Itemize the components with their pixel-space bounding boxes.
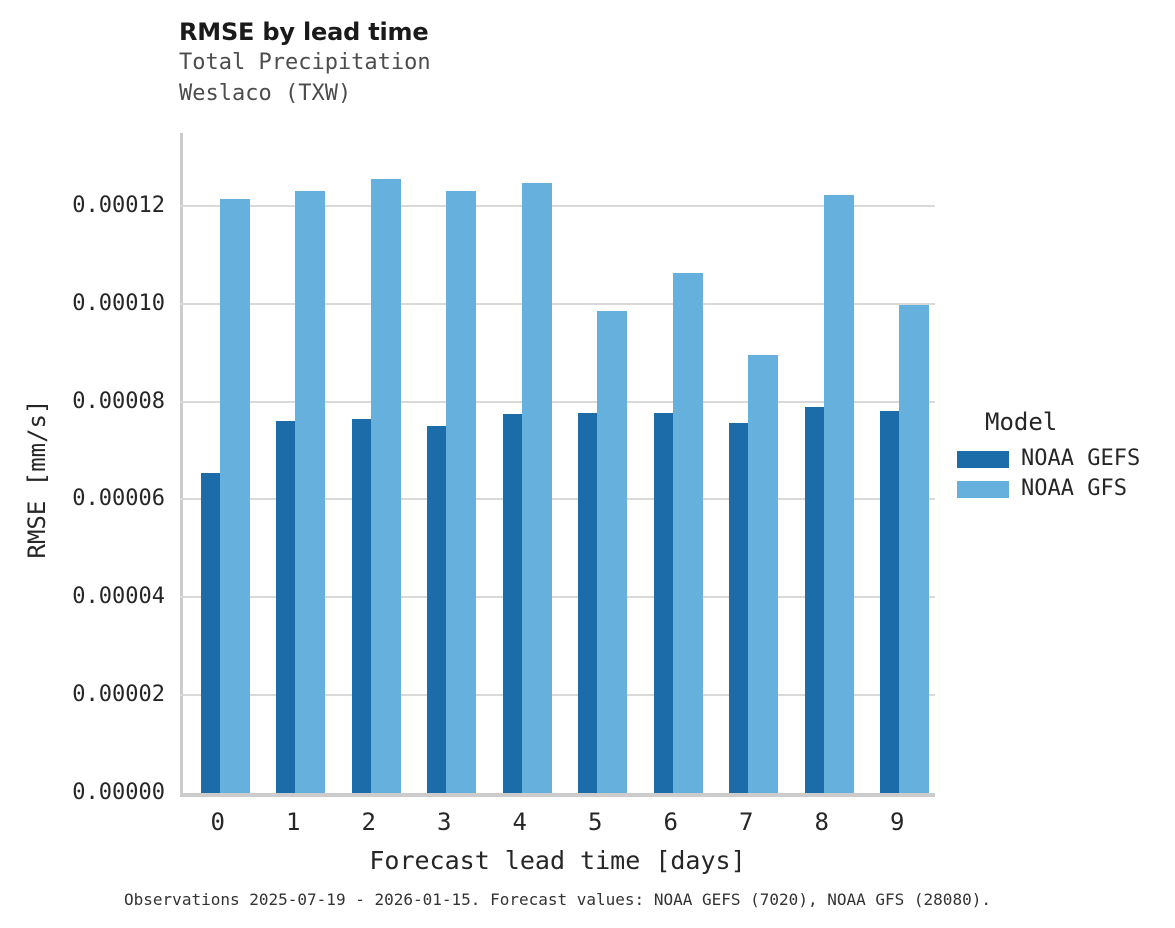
legend-entry[interactable]: NOAA GEFS bbox=[957, 444, 1140, 474]
gridline bbox=[180, 596, 935, 599]
chart-subtitle-variable: Total Precipitation bbox=[179, 50, 431, 75]
x-tick-label: 3 bbox=[437, 808, 452, 836]
x-tick-label: 2 bbox=[361, 808, 376, 836]
legend-entry[interactable]: NOAA GFS bbox=[957, 474, 1140, 504]
x-tick-label: 4 bbox=[512, 808, 527, 836]
page-title: RMSE by lead time bbox=[179, 18, 429, 46]
x-tick-label: 7 bbox=[739, 808, 754, 836]
x-tick-label: 8 bbox=[814, 808, 829, 836]
y-axis-spine bbox=[180, 133, 183, 797]
bar bbox=[823, 195, 854, 793]
bar bbox=[370, 178, 401, 793]
y-tick-label: 0.00012 bbox=[72, 192, 165, 218]
y-axis-tick-labels: 0.00000 0.00002 0.00004 0.00006 0.00008 0.000… bbox=[0, 133, 165, 803]
gridline bbox=[180, 498, 935, 501]
legend-swatch-icon bbox=[957, 450, 1009, 468]
x-axis-title: Forecast lead time [days] bbox=[369, 846, 746, 875]
y-tick-label: 0.00008 bbox=[72, 388, 165, 414]
bars-layer bbox=[180, 133, 935, 797]
y-tick-label: 0.00000 bbox=[72, 780, 165, 805]
gridline bbox=[180, 694, 935, 697]
bar bbox=[597, 310, 628, 793]
y-tick-label: 0.00004 bbox=[72, 584, 165, 610]
legend: Model NOAA GEFS NOAA GFS bbox=[957, 408, 1140, 504]
y-tick-label: 0.00010 bbox=[72, 290, 165, 316]
gridline bbox=[180, 204, 935, 207]
plot-gridlines bbox=[180, 133, 935, 797]
x-tick-label: 5 bbox=[588, 808, 603, 836]
legend-swatch-icon bbox=[957, 480, 1009, 498]
title-block: RMSE by lead time Total Precipitation We… bbox=[179, 17, 939, 109]
x-tick-label: 0 bbox=[210, 808, 225, 836]
x-tick-label: 6 bbox=[663, 808, 678, 836]
bar bbox=[446, 191, 477, 793]
chart-subtitle-location: Weslaco (TXW) bbox=[179, 81, 352, 106]
bar bbox=[521, 182, 552, 793]
bar bbox=[672, 273, 703, 793]
x-axis-spine bbox=[180, 793, 935, 797]
y-tick-label: 0.00002 bbox=[72, 682, 165, 708]
y-tick-label: 0.00006 bbox=[72, 486, 165, 512]
bar bbox=[899, 304, 930, 793]
bar bbox=[295, 190, 326, 793]
bar bbox=[748, 355, 779, 793]
legend-label: NOAA GEFS bbox=[1021, 446, 1141, 471]
gridline bbox=[180, 302, 935, 305]
x-tick-label: 9 bbox=[890, 808, 905, 836]
legend-title: Model bbox=[985, 408, 1058, 436]
figure-caption: Observations 2025-07-19 - 2026-01-15. Fo… bbox=[124, 890, 991, 909]
y-axis-title: RMSE [mm/s] bbox=[23, 399, 51, 559]
plot-area bbox=[180, 133, 935, 797]
gridline bbox=[180, 400, 935, 403]
bar bbox=[219, 198, 250, 793]
x-tick-label: 1 bbox=[286, 808, 301, 836]
legend-entries: NOAA GEFS NOAA GFS bbox=[957, 444, 1140, 504]
x-axis-tick-labels: 0 1 2 3 4 5 6 7 8 9 bbox=[180, 810, 935, 840]
legend-label: NOAA GFS bbox=[1021, 476, 1127, 501]
